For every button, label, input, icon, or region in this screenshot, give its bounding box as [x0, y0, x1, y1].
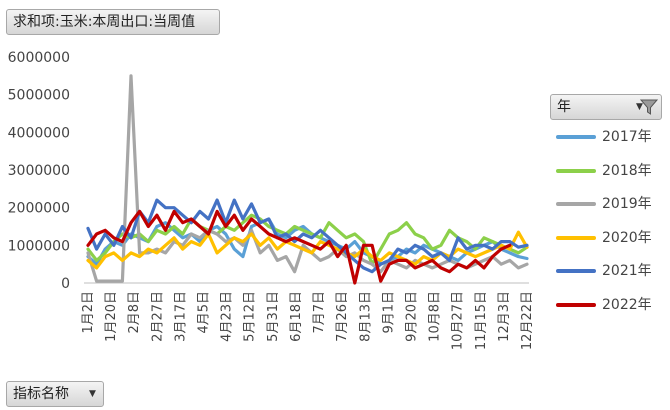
- y-tick-label: 4000000: [8, 125, 70, 141]
- legend-label: 2021年: [602, 263, 652, 279]
- x-tick-label: 3月17日: [173, 291, 188, 342]
- y-tick-label: 0: [61, 276, 70, 292]
- series-line-5: [86, 198, 529, 274]
- x-tick-label: 5月31日: [266, 291, 281, 342]
- legend-swatch: [556, 168, 596, 173]
- x-tick-label: 4月5日: [197, 291, 212, 334]
- x-tick-label: 12月22日: [520, 291, 535, 350]
- x-tick-label: 12月3日: [497, 291, 512, 342]
- legend-swatch: [556, 269, 596, 273]
- x-tick-label: 10月8日: [428, 291, 443, 342]
- x-tick-label: 1月20日: [104, 291, 119, 342]
- x-tick-label: 4月23日: [220, 291, 235, 342]
- legend-field-button[interactable]: 年 ▼: [550, 94, 662, 120]
- y-tick-label: 3000000: [8, 163, 70, 179]
- filter-icon[interactable]: [639, 97, 659, 117]
- x-tick-label: 6月18日: [289, 291, 304, 342]
- chevron-down-icon[interactable]: ▼: [636, 102, 643, 112]
- category-field-button[interactable]: 指标名称 ▼: [6, 381, 104, 407]
- legend-swatch: [556, 235, 596, 240]
- x-tick-label: 1月2日: [81, 291, 96, 334]
- y-axis: 0 1000000 2000000 3000000 4000000 5000000 6000…: [8, 50, 70, 292]
- x-tick-label: 11月15日: [474, 291, 489, 350]
- value-field-button[interactable]: 求和项:玉米:本周出口:当周值: [6, 9, 220, 35]
- legend-label: 2018年: [602, 162, 652, 179]
- legend-swatch: [556, 135, 596, 139]
- y-tick-label: 1000000: [8, 238, 70, 254]
- x-tick-label: 5月12日: [243, 291, 258, 342]
- legend-field-label: 年: [557, 99, 571, 115]
- legend-swatch: [556, 302, 596, 307]
- plot-area: [86, 74, 529, 285]
- y-tick-label: 6000000: [8, 50, 70, 66]
- category-field-label: 指标名称: [13, 386, 69, 402]
- legend-label: 2017年: [602, 129, 652, 145]
- legend-swatch: [556, 202, 596, 206]
- x-tick-label: 7月26日: [335, 291, 350, 342]
- x-tick-label: 10月27日: [451, 291, 466, 350]
- x-tick-label: 9月20日: [404, 291, 419, 342]
- x-tick-label: 7月7日: [312, 291, 327, 334]
- legend-label: 2022年: [602, 296, 652, 313]
- series-line-6: [86, 209, 512, 285]
- series-line-2: [86, 213, 529, 266]
- x-tick-label: 8月13日: [358, 291, 373, 342]
- y-tick-label: 5000000: [8, 88, 70, 104]
- x-tick-label: 2月8日: [127, 291, 142, 334]
- y-tick-label: 2000000: [8, 201, 70, 217]
- value-field-label: 求和项:玉米:本周出口:当周值: [13, 14, 196, 30]
- legend-label: 2019年: [602, 196, 652, 212]
- x-axis: 1月2日 1月20日 2月8日 2月27日 3月17日 4月5日 4月23日 5月12日 5月3…: [81, 282, 535, 350]
- x-tick-label: 9月1日: [381, 291, 396, 334]
- x-tick-label: 2月27日: [150, 291, 165, 342]
- legend-label: 2020年: [602, 229, 652, 246]
- chevron-down-icon[interactable]: ▼: [89, 389, 96, 399]
